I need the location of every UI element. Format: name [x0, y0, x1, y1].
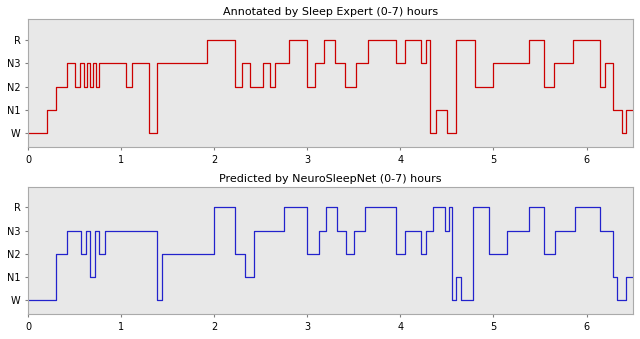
Title: Predicted by NeuroSleepNet (0-7) hours: Predicted by NeuroSleepNet (0-7) hours [220, 174, 442, 184]
Title: Annotated by Sleep Expert (0-7) hours: Annotated by Sleep Expert (0-7) hours [223, 7, 438, 17]
